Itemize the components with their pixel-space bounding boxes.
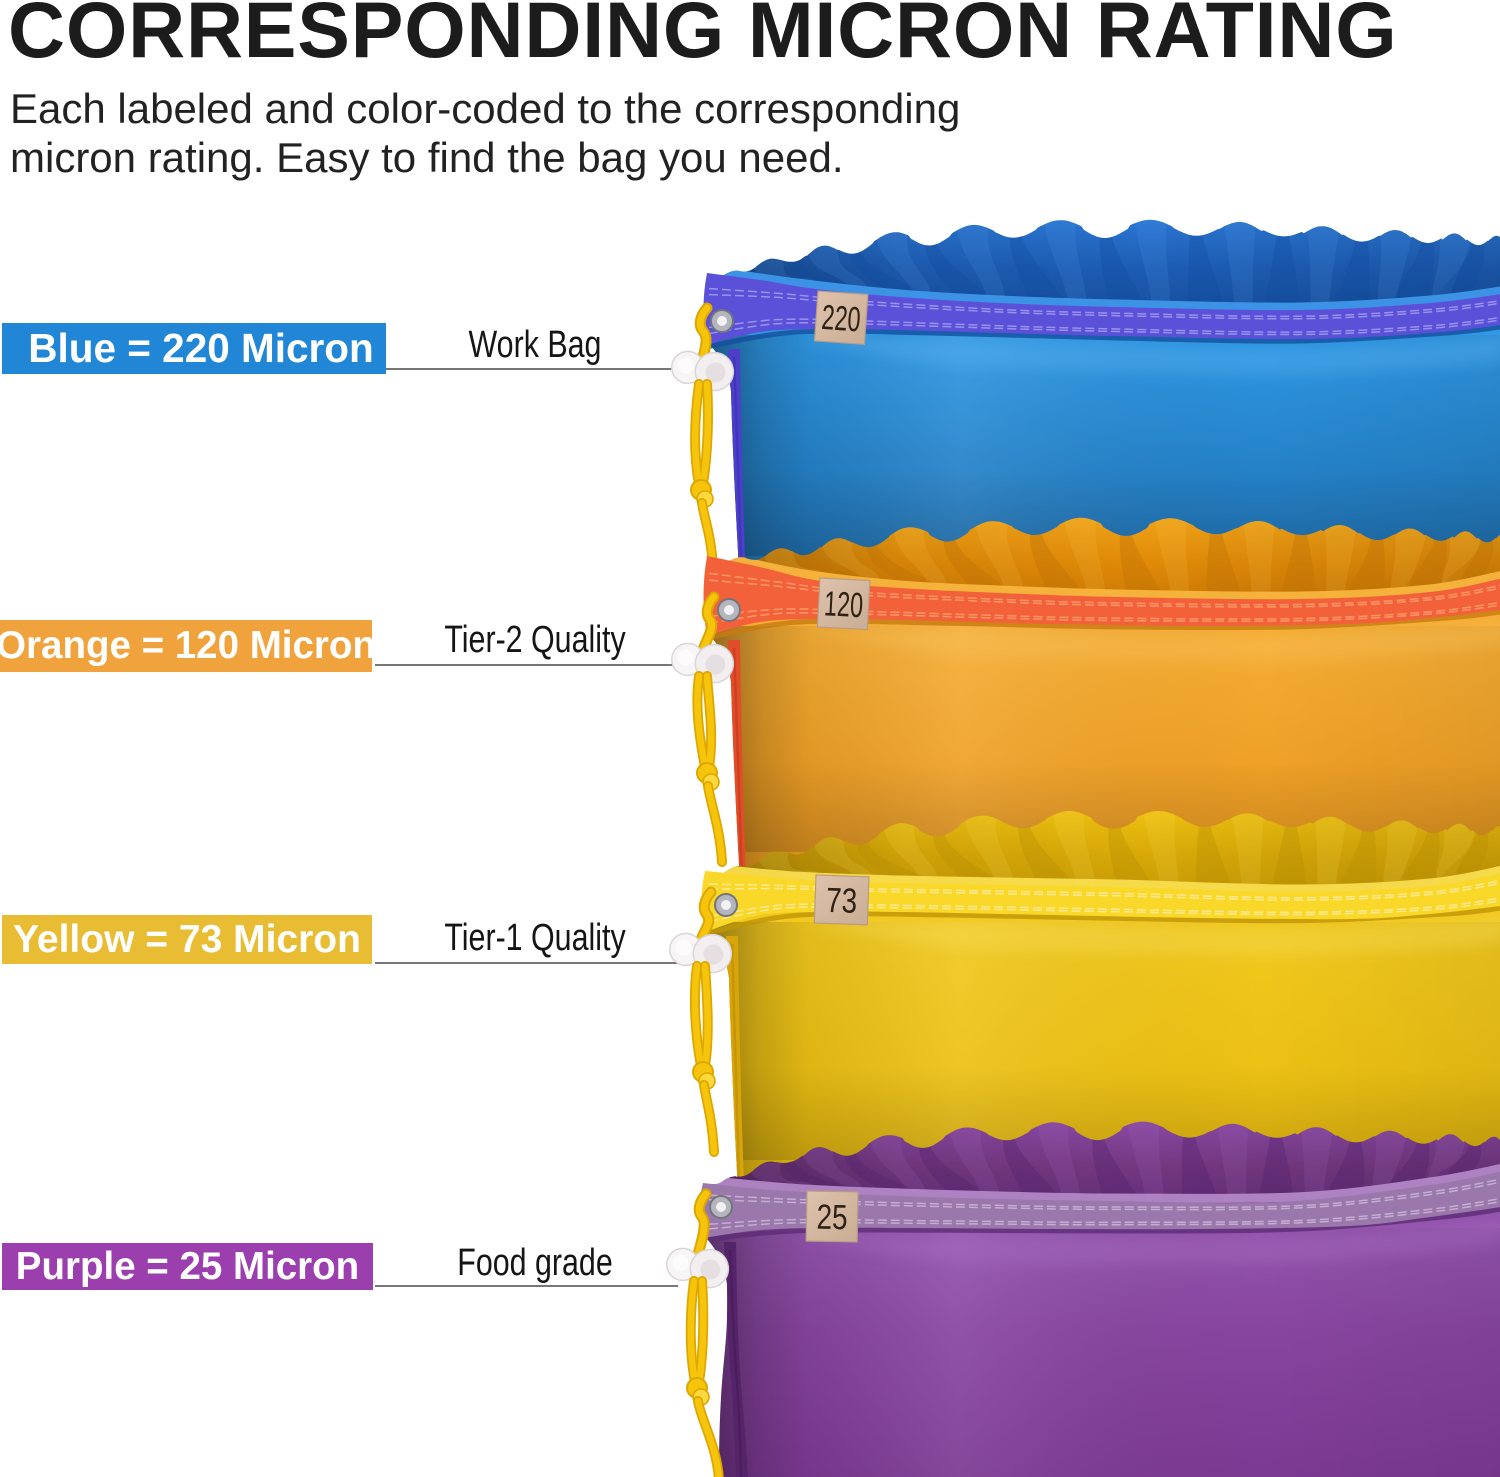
svg-text:220: 220 [820, 298, 862, 340]
svg-text:25: 25 [816, 1198, 848, 1238]
svg-text:120: 120 [823, 584, 864, 625]
svg-text:73: 73 [825, 881, 857, 921]
